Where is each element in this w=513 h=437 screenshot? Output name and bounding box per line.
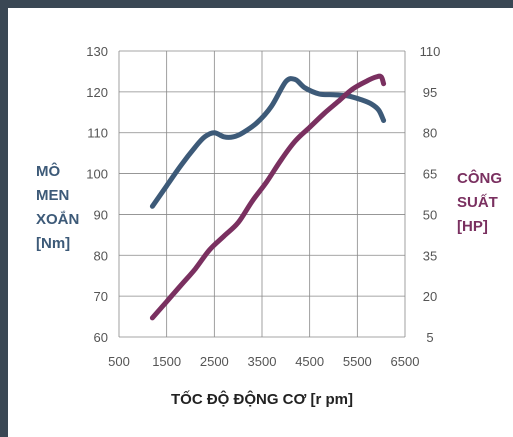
y-right-tick-label: 80	[423, 126, 437, 141]
y-right-tick-label: 20	[423, 289, 437, 304]
right-axis-title: CÔNG SUẤT [HP]	[457, 169, 502, 235]
left-axis-title-line: MÔ	[36, 162, 60, 180]
left-axis-title: MÔ MEN XOẮN [Nm]	[36, 162, 79, 252]
right-axis-title-line: CÔNG	[457, 169, 502, 187]
x-tick-label: 6500	[391, 354, 420, 369]
x-tick-label: 1500	[152, 354, 181, 369]
y-left-tick-label: 60	[94, 330, 108, 345]
y-left-tick-label: 80	[94, 248, 108, 263]
series-lines	[152, 76, 383, 318]
y-left-tick-label: 130	[86, 44, 108, 59]
right-axis-title-line: [HP]	[457, 218, 488, 235]
y-right-tick-label: 5	[426, 330, 433, 345]
y-left-tick-label: 90	[94, 207, 108, 222]
torque-power-chart: 500 1500 2500 3500 4500 5500 6500 60 70 80 90 100 11…	[8, 8, 513, 437]
torque-series-line	[152, 79, 383, 207]
x-tick-label: 5500	[343, 354, 372, 369]
left-axis-title-line: XOẮN	[36, 210, 79, 228]
y-right-tick-label: 35	[423, 248, 437, 263]
x-tick-label: 4500	[295, 354, 324, 369]
x-tick-label: 3500	[248, 354, 277, 369]
y-left-tick-label: 70	[94, 289, 108, 304]
y-right-tick-label: 50	[423, 207, 437, 222]
x-tick-label: 2500	[200, 354, 229, 369]
y-left-tick-label: 110	[87, 126, 108, 141]
y-right-tick-label: 65	[423, 167, 437, 182]
x-tick-label: 500	[108, 354, 130, 369]
y-left-tick-label: 100	[86, 167, 108, 182]
y-right-tick-label: 110	[420, 44, 441, 59]
right-axis-title-line: SUẤT	[457, 194, 498, 211]
y-right-tick-label: 95	[423, 85, 437, 100]
left-axis-title-line: MEN	[36, 187, 69, 204]
y-left-tick-label: 120	[86, 85, 108, 100]
x-axis-title: TỐC ĐỘ ĐỘNG CƠ [r pm]	[171, 390, 353, 408]
tick-labels: 500 1500 2500 3500 4500 5500 6500 60 70 80 90 100 11…	[86, 44, 440, 369]
chart-panel: 500 1500 2500 3500 4500 5500 6500 60 70 80 90 100 11…	[8, 8, 513, 437]
left-axis-title-line: [Nm]	[36, 235, 70, 252]
